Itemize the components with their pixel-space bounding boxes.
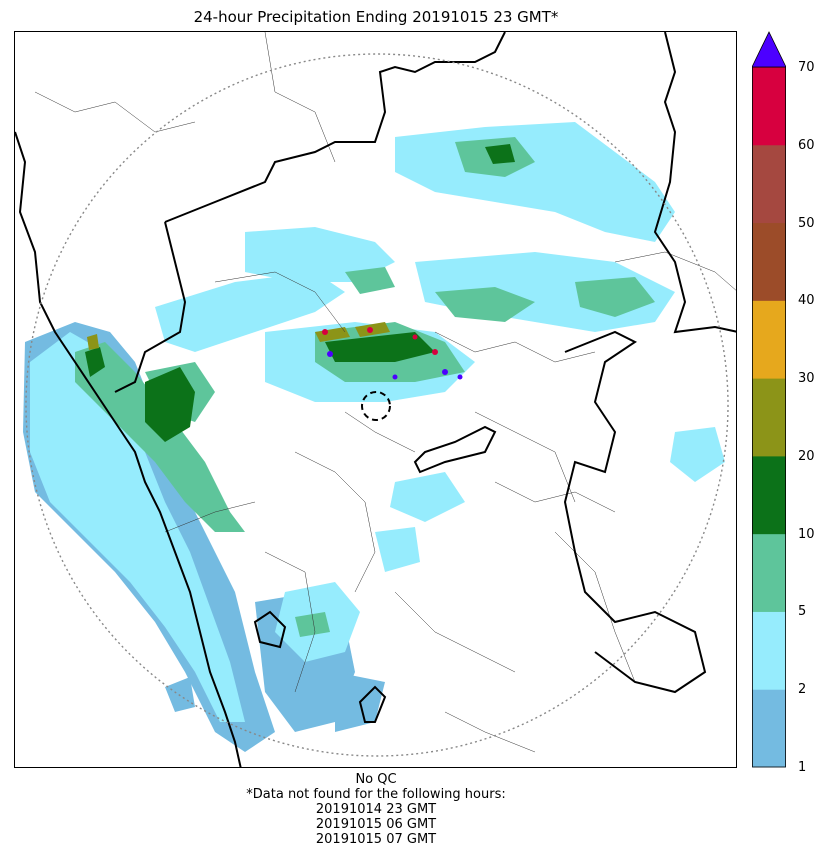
- colorbar: [752, 31, 786, 768]
- colorbar-tick-label: 30: [798, 371, 815, 387]
- colorbar-segments: [752, 66, 786, 768]
- colorbar-extend-arrow: [752, 31, 786, 68]
- precipitation-map: [14, 31, 737, 768]
- colorbar-tick-label: 20: [798, 448, 815, 464]
- colorbar-tick-label: 2: [798, 682, 807, 698]
- colorbar-tick-label: 5: [798, 604, 807, 620]
- colorbar-segment: [752, 455, 786, 535]
- missing-data-note: *Data not found for the following hours:: [246, 787, 506, 802]
- missing-hour: 20191015 07 GMT: [315, 832, 437, 847]
- radar-site-marker: [361, 391, 391, 421]
- colorbar-segment: [752, 222, 786, 301]
- colorbar-tick-label: 60: [798, 137, 815, 153]
- colorbar-segment: [752, 67, 786, 146]
- state-boundaries: [15, 32, 736, 767]
- precip-over-70: [327, 351, 463, 380]
- precip-10-20: [85, 144, 515, 442]
- colorbar-tick-label: 50: [798, 215, 815, 231]
- colorbar-segment: [752, 144, 786, 224]
- colorbar-segment: [752, 689, 786, 768]
- map-title: 24-hour Precipitation Ending 20191015 23…: [193, 8, 559, 26]
- precip-30-plus: [322, 327, 438, 355]
- colorbar-segment: [752, 378, 786, 457]
- colorbar-segment: [752, 533, 786, 612]
- colorbar-tick-label: 40: [798, 293, 815, 309]
- colorbar-tick-label: 1: [798, 760, 807, 775]
- map-canvas: [15, 32, 736, 767]
- footer-notes: No QC *Data not found for the following …: [14, 772, 738, 847]
- colorbar-segment: [752, 611, 786, 690]
- qc-note: No QC: [355, 772, 397, 787]
- colorbar-tick-label: 70: [798, 60, 815, 75]
- missing-hour: 20191014 23 GMT: [315, 802, 437, 817]
- missing-hour: 20191015 06 GMT: [315, 817, 437, 832]
- colorbar-segment: [752, 300, 786, 379]
- radar-range-ring: [25, 53, 729, 757]
- colorbar-tick-label: 10: [798, 526, 815, 542]
- precip-20-30: [87, 322, 390, 350]
